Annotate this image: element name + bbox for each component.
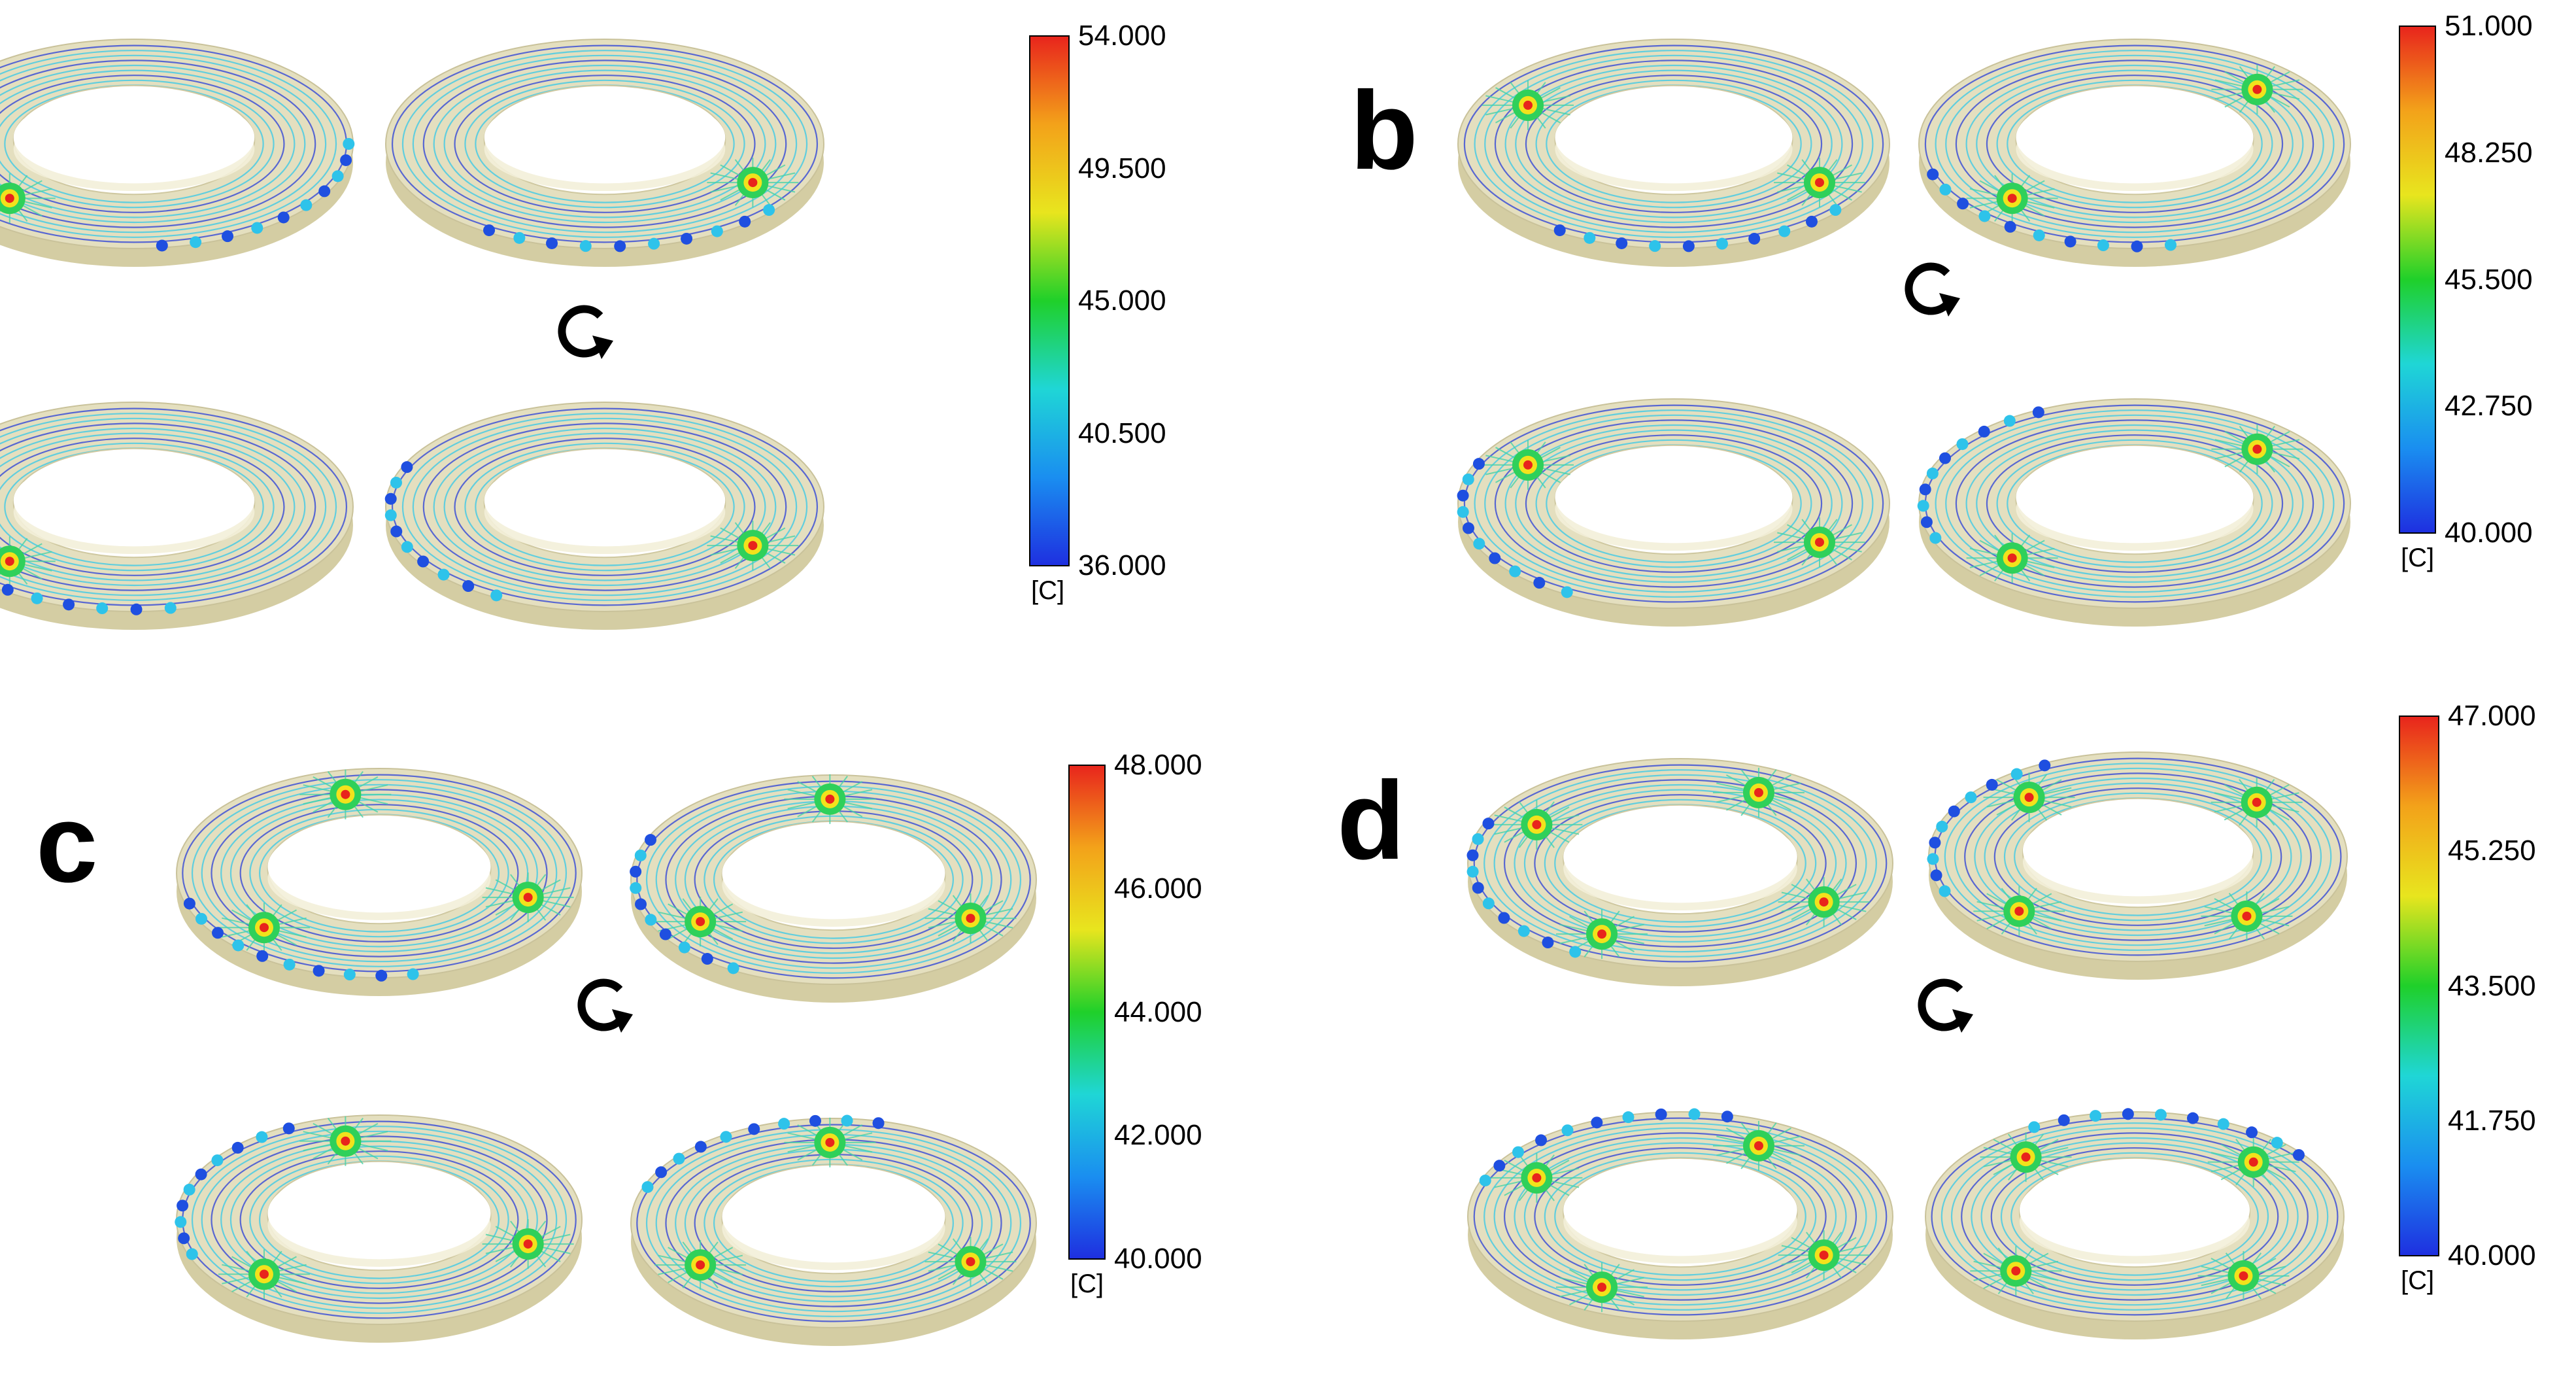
colorbar-tick-label: 43.500 [2448, 969, 2536, 1002]
colorbar-unit-label: [C] [2401, 543, 2435, 572]
panel-label: c [36, 782, 98, 906]
colorbar-tick-label: 40.500 [1078, 417, 1166, 449]
torus-view [1925, 1108, 2345, 1339]
colorbar-tick-label: 42.750 [2445, 390, 2533, 423]
torus-view [385, 39, 824, 267]
colorbar-tick-label: 54.000 [1078, 20, 1166, 52]
colorbar-unit-label: [C] [2401, 1266, 2435, 1295]
colorbar-tick-label: 48.000 [1114, 749, 1202, 781]
colorbar-tick-label: 47.000 [2448, 700, 2536, 732]
torus-view [1927, 751, 2348, 980]
colorbar-tick-label: 46.000 [1114, 872, 1202, 905]
colorbar-tick-label: 36.000 [1078, 549, 1166, 581]
torus-view [176, 768, 583, 996]
colorbar-tick-label: 48.250 [2445, 136, 2533, 169]
panel-label: b [1350, 69, 1418, 193]
rotation-arrow-icon [1905, 262, 1960, 317]
torus-view [1457, 39, 1890, 267]
colorbar-tick-label: 40.000 [2445, 517, 2533, 549]
colorbar-tick-label: 42.000 [1114, 1119, 1202, 1152]
rotation-arrow-icon [558, 305, 613, 359]
colorbar-unit-label: [C] [1070, 1269, 1104, 1298]
torus-view [1918, 39, 2351, 267]
colorbar-tick-label: 41.750 [2448, 1104, 2536, 1137]
colorbar [2399, 26, 2436, 534]
torus-view [1467, 1108, 1893, 1339]
colorbar-tick-label: 45.250 [2448, 835, 2536, 867]
colorbar-tick-label: 49.500 [1078, 152, 1166, 184]
panel-label: d [1337, 759, 1405, 883]
torus-view [1466, 758, 1893, 986]
colorbar [1029, 35, 1070, 566]
torus-view [1917, 398, 2351, 627]
colorbar-tick-label: 45.000 [1078, 285, 1166, 317]
colorbar-tick-label: 44.000 [1114, 995, 1202, 1028]
colorbar-tick-label: 51.000 [2445, 10, 2533, 42]
colorbar [2399, 716, 2439, 1256]
rotation-arrow-icon [1918, 978, 1973, 1033]
torus-view [1457, 398, 1890, 627]
colorbar-tick-label: 45.500 [2445, 263, 2533, 296]
colorbar [1068, 765, 1106, 1260]
torus-view [175, 1114, 583, 1343]
colorbar-tick-label: 40.000 [2448, 1239, 2536, 1271]
colorbar-tick-label: 40.000 [1114, 1243, 1202, 1275]
torus-view [0, 402, 354, 630]
rotation-arrow-icon [577, 978, 633, 1033]
colorbar-unit-label: [C] [1031, 576, 1065, 605]
torus-view [384, 402, 824, 630]
torus-view [630, 1114, 1037, 1346]
torus-view [0, 39, 355, 267]
torus-view [630, 774, 1037, 1003]
